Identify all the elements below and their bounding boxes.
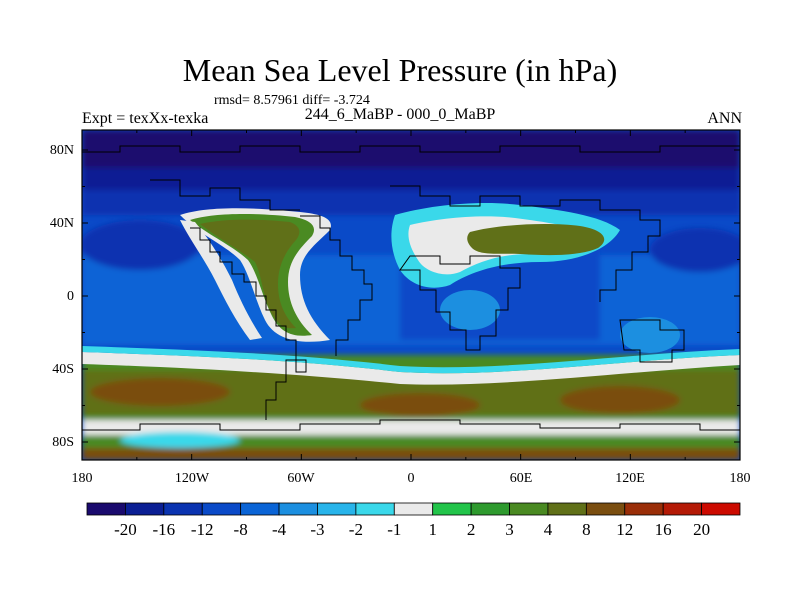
lon-tick-label: 120E bbox=[615, 471, 645, 486]
colorbar-swatch bbox=[624, 502, 664, 516]
colorbar-swatch bbox=[355, 502, 395, 516]
lon-tick-label: 180 bbox=[730, 471, 751, 486]
colorbar-label: 3 bbox=[505, 520, 514, 539]
colorbar-swatch bbox=[163, 502, 203, 516]
lat-tick-label: 0 bbox=[67, 289, 74, 304]
colorbar-label: -3 bbox=[310, 520, 324, 539]
colorbar: -20 -16 -12 -8 -4 -3 -2 -1 1 2 3 4 8 12 16 20 bbox=[86, 502, 741, 539]
colorbar-swatch bbox=[125, 502, 165, 516]
coast-antarctica bbox=[82, 419, 740, 431]
lon-tick-label: 0 bbox=[408, 471, 415, 486]
colorbar-swatch bbox=[240, 502, 280, 516]
lat-axis: 80N 40N 0 40S 80S bbox=[50, 143, 74, 450]
field-subarctic-band bbox=[82, 190, 740, 215]
colorbar-label: 4 bbox=[544, 520, 553, 539]
field-high-sw bbox=[90, 378, 230, 406]
season-label: ANN bbox=[707, 110, 742, 127]
coast-africa bbox=[399, 255, 521, 351]
colorbar-swatch bbox=[662, 502, 702, 516]
colorbar-label: -2 bbox=[349, 520, 363, 539]
field-pacific-white-tongue bbox=[180, 220, 262, 340]
colorbar-label: 20 bbox=[693, 520, 710, 539]
lat-tick-label: 80N bbox=[50, 143, 74, 158]
field-high-se bbox=[560, 386, 680, 414]
coast-north-america bbox=[150, 179, 300, 211]
lat-tick-label: 40S bbox=[52, 362, 74, 377]
lon-tick-label: 60W bbox=[287, 471, 315, 486]
lon-tick-label: 60E bbox=[510, 471, 533, 486]
lon-tick-label: 180 bbox=[72, 471, 93, 486]
field-pacific-low-e bbox=[650, 228, 740, 272]
colorbar-swatch bbox=[393, 502, 434, 516]
colorbar-label: -1 bbox=[387, 520, 401, 539]
colorbar-label: 8 bbox=[582, 520, 591, 539]
coast-arctic bbox=[82, 145, 740, 153]
field-antarctic-zero bbox=[82, 420, 740, 438]
field-pacific-low-w bbox=[82, 220, 200, 270]
field-asia-high bbox=[467, 224, 605, 256]
field-zero-line-south bbox=[82, 352, 740, 385]
colorbar-label: 16 bbox=[655, 520, 672, 539]
colorbar-swatch bbox=[432, 502, 472, 516]
field-africa-patch bbox=[440, 290, 500, 330]
coast-americas-west bbox=[190, 227, 307, 420]
lat-tick-label: 40N bbox=[50, 216, 74, 231]
lon-tick-label: 120W bbox=[175, 471, 210, 486]
colorbar-label: 2 bbox=[467, 520, 476, 539]
tick-marks bbox=[81, 130, 741, 460]
field-cyan-line-south bbox=[82, 346, 740, 374]
period-label: 244_6_MaBP - 000_0_MaBP bbox=[304, 106, 496, 123]
coast-australia bbox=[619, 319, 685, 363]
colorbar-label: -20 bbox=[114, 520, 137, 539]
colorbar-label: -12 bbox=[191, 520, 214, 539]
colorbar-label: -4 bbox=[272, 520, 287, 539]
colorbar-swatch bbox=[278, 502, 318, 516]
colorbar-swatch bbox=[470, 502, 510, 516]
colorbar-label: -16 bbox=[152, 520, 175, 539]
experiment-label: Expt = texXx-texka bbox=[82, 110, 209, 127]
lon-axis: 180 120W 60W 0 60E 120E 180 bbox=[72, 471, 751, 486]
coastlines bbox=[82, 145, 740, 431]
field-high-sc bbox=[360, 393, 480, 417]
colorbar-swatch bbox=[317, 502, 357, 516]
map-title: Mean Sea Level Pressure (in hPa) bbox=[182, 52, 618, 88]
colorbar-label: 12 bbox=[616, 520, 633, 539]
field-antarctic-cyan bbox=[120, 432, 240, 448]
colorbar-swatch bbox=[201, 502, 242, 516]
lat-tick-label: 80S bbox=[52, 435, 74, 450]
colorbar-label: 1 bbox=[428, 520, 437, 539]
stats-label: rmsd= 8.57961 diff= -3.724 bbox=[214, 93, 370, 108]
colorbar-swatch bbox=[86, 502, 126, 516]
coast-eurasia bbox=[390, 185, 661, 302]
colorbar-swatch bbox=[585, 502, 626, 516]
coast-americas-east bbox=[300, 215, 373, 356]
colorbar-swatch bbox=[547, 502, 587, 516]
field-australia-patch bbox=[620, 317, 680, 353]
colorbar-swatch bbox=[509, 502, 549, 516]
colorbar-swatch bbox=[701, 502, 741, 516]
colorbar-label: -8 bbox=[234, 520, 248, 539]
field-americas-core bbox=[200, 219, 300, 329]
